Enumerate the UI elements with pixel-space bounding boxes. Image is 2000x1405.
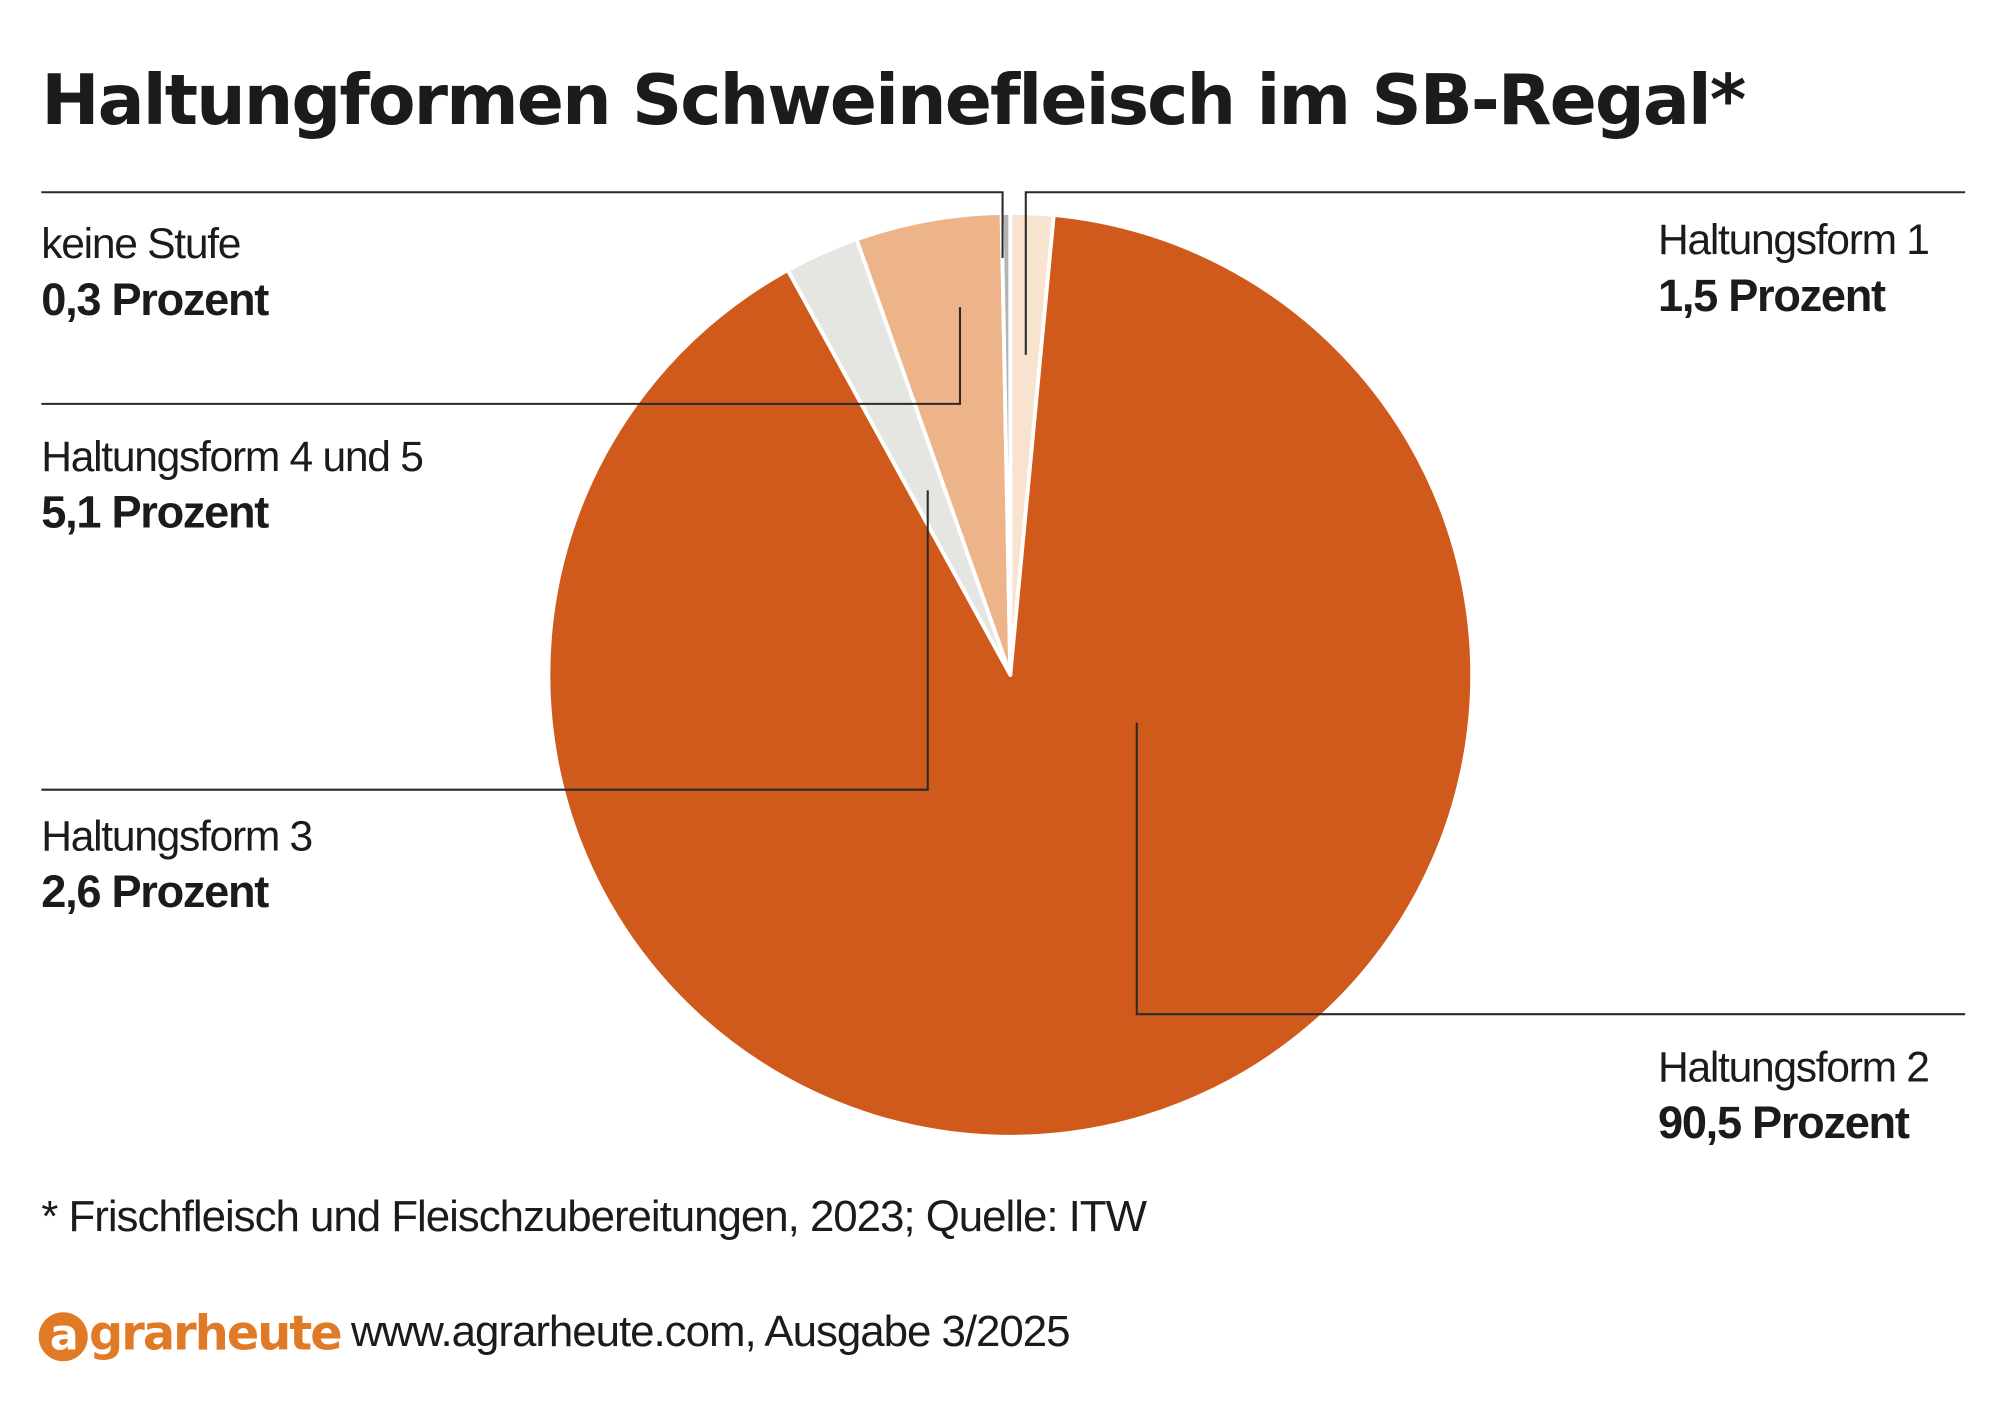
brand-logo: a grarheute [38, 1305, 343, 1362]
slice-value-haltungsform-4-und-5: 5,1 Prozent [41, 487, 269, 539]
footnote: * Frischfleisch und Fleischzubereitungen… [41, 1192, 1147, 1242]
leader-haltungsform-1 [1024, 191, 1966, 355]
leader-haltungsform-4-und-5 [41, 307, 962, 405]
chart-title: Haltungformen Schweinefleisch im SB-Rega… [41, 59, 1746, 141]
leader-haltungsform-2 [1135, 722, 1966, 1016]
slice-value-haltungsform-3: 2,6 Prozent [41, 867, 269, 918]
label-haltungsform-1: Haltungsform 1 1,5 Prozent [1658, 212, 1930, 326]
label-haltungsform-3: Haltungsform 3 2,6 Prozent [41, 808, 313, 922]
slice-label-keine-stufe: keine Stufe [41, 219, 241, 268]
leader-haltungsform-3 [41, 490, 929, 791]
slice-label-haltungsform-2: Haltungsform 2 [1658, 1042, 1930, 1091]
pie-slice-haltungsform-4-und-5 [854, 211, 1013, 677]
label-haltungsform-4-und-5: Haltungsform 4 und 5 5,1 Prozent [41, 428, 424, 542]
brand-logo-a-mark: a [38, 1312, 88, 1362]
brand-logo-text: grarheute [89, 1305, 343, 1362]
leader-lines [41, 191, 1966, 1016]
slice-label-haltungsform-3: Haltungsform 3 [41, 811, 313, 860]
source-line: www.agrarheute.com, Ausgabe 3/2025 [350, 1307, 1071, 1357]
slice-value-keine-stufe: 0,3 Prozent [41, 274, 269, 326]
label-haltungsform-2: Haltungsform 2 90,5 Prozent [1658, 1039, 1930, 1153]
slice-label-haltungsform-4-und-5: Haltungsform 4 und 5 [41, 432, 424, 480]
label-keine-stufe: keine Stufe 0,3 Prozent [41, 215, 269, 329]
slice-value-haltungsform-1: 1,5 Prozent [1658, 270, 1886, 322]
slice-label-haltungsform-1: Haltungsform 1 [1658, 215, 1930, 264]
leader-keine-stufe [41, 191, 1004, 259]
pie-slices [546, 210, 1475, 1139]
slice-value-haltungsform-2: 90,5 Prozent [1658, 1098, 1910, 1149]
